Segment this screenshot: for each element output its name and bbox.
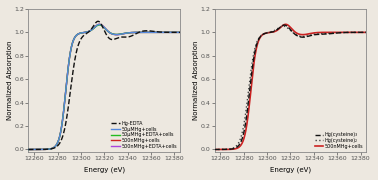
Y-axis label: Normalized Absorption: Normalized Absorption bbox=[7, 41, 13, 120]
X-axis label: Energy (eV): Energy (eV) bbox=[84, 166, 125, 173]
Legend: Hg(cysteine)₃, Hg(cysteine)₂, 500nMHg+cells: Hg(cysteine)₃, Hg(cysteine)₂, 500nMHg+ce… bbox=[314, 132, 364, 149]
Legend: Hg-EDTA, 50μMHg+cells, 50μMHg+EDTA+cells, 500nMHg+cells, 500nMHg+EDTA+cells: Hg-EDTA, 50μMHg+cells, 50μMHg+EDTA+cells… bbox=[111, 121, 178, 149]
Y-axis label: Normalized Absorption: Normalized Absorption bbox=[193, 41, 199, 120]
X-axis label: Energy (eV): Energy (eV) bbox=[270, 166, 311, 173]
